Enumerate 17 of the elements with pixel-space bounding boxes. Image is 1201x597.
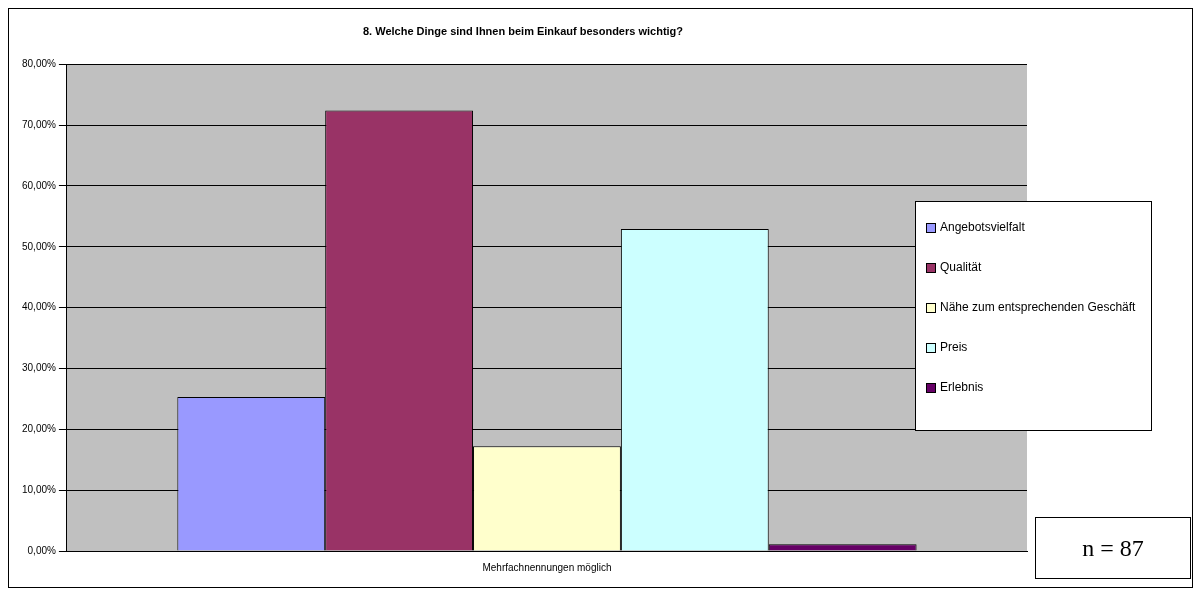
y-tick-label: 20,00%	[21, 423, 57, 435]
legend-label: Nähe zum entsprechenden Geschäft	[940, 300, 1136, 314]
y-tick-label: 30,00%	[21, 362, 57, 374]
chart-title: 8. Welche Dinge sind Ihnen beim Einkauf besonders wichtig?	[362, 24, 684, 37]
y-tick-label: 70,00%	[21, 118, 57, 130]
text: n = 87	[1035, 517, 1191, 579]
y-tick-label: 40,00%	[21, 301, 57, 313]
legend-label: Erlebnis	[940, 380, 984, 394]
y-tick-label: 0,00%	[27, 544, 57, 556]
y-tick-label: 10,00%	[21, 483, 57, 495]
legend-label: Qualität	[940, 260, 982, 274]
y-tick-label: 50,00%	[21, 240, 57, 252]
x-tick-label: Mehrfachnennungen möglich	[482, 561, 612, 573]
legend-label: Preis	[940, 340, 968, 354]
y-tick-label: 60,00%	[21, 179, 57, 191]
legend-label: Angebotsvielfalt	[940, 220, 1025, 234]
y-tick-label: 80,00%	[21, 57, 57, 69]
